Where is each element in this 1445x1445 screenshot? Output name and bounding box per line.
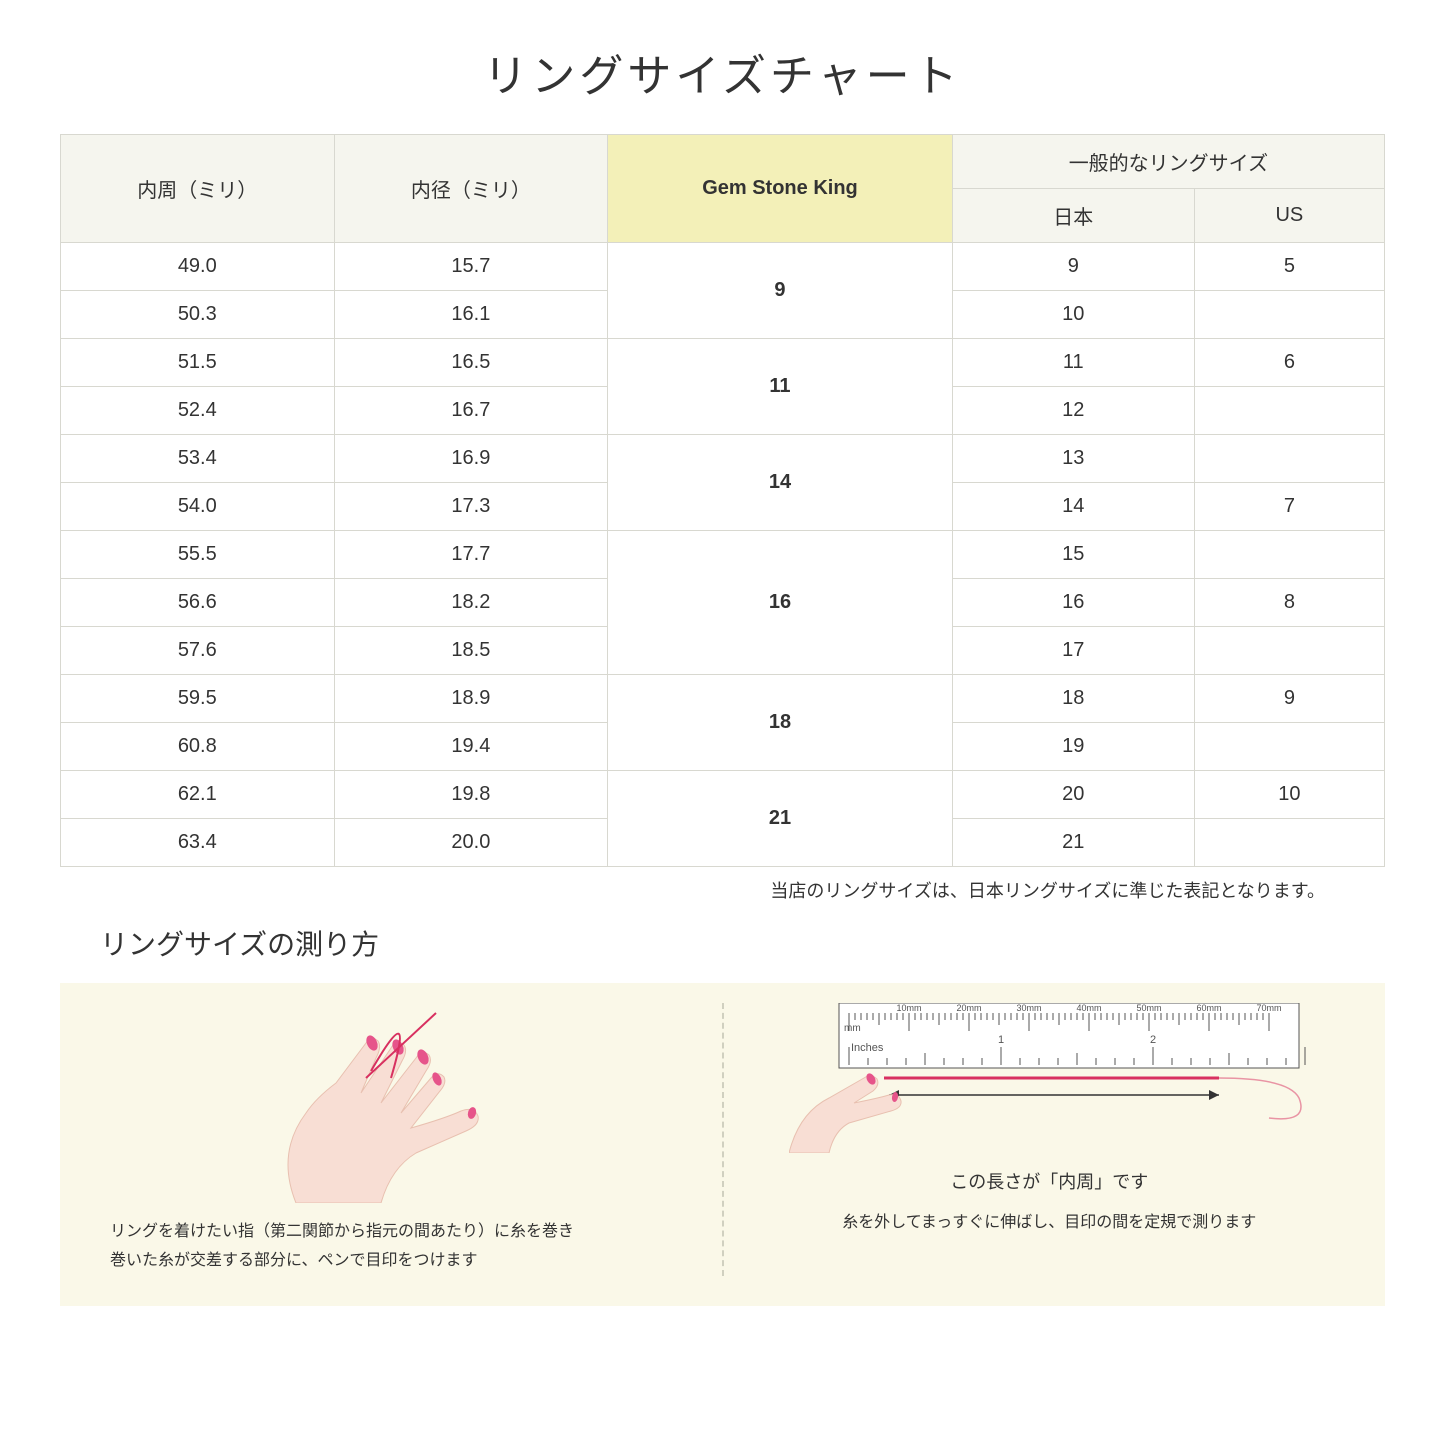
svg-text:70mm: 70mm <box>1257 1003 1282 1013</box>
panel-divider <box>722 1003 724 1276</box>
table-row: 55.517.71615 <box>61 531 1385 579</box>
howto-left: リングを着けたい指（第二関節から指元の間あたり）に糸を巻き巻いた糸が交差する部分… <box>90 1003 702 1276</box>
svg-text:60mm: 60mm <box>1197 1003 1222 1013</box>
howto-section: リングを着けたい指（第二関節から指元の間あたり）に糸を巻き巻いた糸が交差する部分… <box>60 983 1385 1306</box>
left-caption: リングを着けたい指（第二関節から指元の間あたり）に糸を巻き巻いた糸が交差する部分… <box>90 1218 702 1276</box>
page-title: リングサイズチャート <box>60 40 1385 104</box>
svg-text:10mm: 10mm <box>897 1003 922 1013</box>
svg-text:Inches: Inches <box>851 1042 884 1054</box>
howto-title: リングサイズの測り方 <box>100 923 1385 963</box>
right-caption: 糸を外してまっすぐに伸ばし、目印の間を定規で測ります <box>744 1209 1356 1238</box>
svg-text:20mm: 20mm <box>957 1003 982 1013</box>
table-note: 当店のリングサイズは、日本リングサイズに準じた表記となります。 <box>60 877 1325 903</box>
col-circ: 内周（ミリ） <box>61 135 335 243</box>
table-row: 62.119.8212010 <box>61 771 1385 819</box>
table-row: 49.015.7995 <box>61 243 1385 291</box>
arrow-label: この長さが「内周」です <box>744 1168 1356 1194</box>
svg-text:2: 2 <box>1150 1034 1156 1046</box>
ruler-illustration: 10mm 20mm 30mm 40mm 50mm 60mm 70mm mm 1 2 Inche… <box>789 1003 1309 1153</box>
svg-text:mm: mm <box>844 1023 861 1034</box>
size-table: 内周（ミリ） 内径（ミリ） Gem Stone King 一般的なリングサイズ … <box>60 134 1385 867</box>
col-diam: 内径（ミリ） <box>334 135 608 243</box>
table-row: 51.516.511116 <box>61 339 1385 387</box>
col-gsk: Gem Stone King <box>608 135 953 243</box>
hand-thread-illustration <box>216 1003 576 1203</box>
howto-right: 10mm 20mm 30mm 40mm 50mm 60mm 70mm mm 1 2 Inche… <box>744 1003 1356 1276</box>
svg-text:50mm: 50mm <box>1137 1003 1162 1013</box>
table-row: 59.518.918189 <box>61 675 1385 723</box>
svg-text:30mm: 30mm <box>1017 1003 1042 1013</box>
col-general: 一般的なリングサイズ <box>952 135 1384 189</box>
col-jp: 日本 <box>952 189 1194 243</box>
col-us: US <box>1194 189 1384 243</box>
svg-text:40mm: 40mm <box>1077 1003 1102 1013</box>
table-row: 53.416.91413 <box>61 435 1385 483</box>
svg-text:1: 1 <box>998 1034 1004 1046</box>
